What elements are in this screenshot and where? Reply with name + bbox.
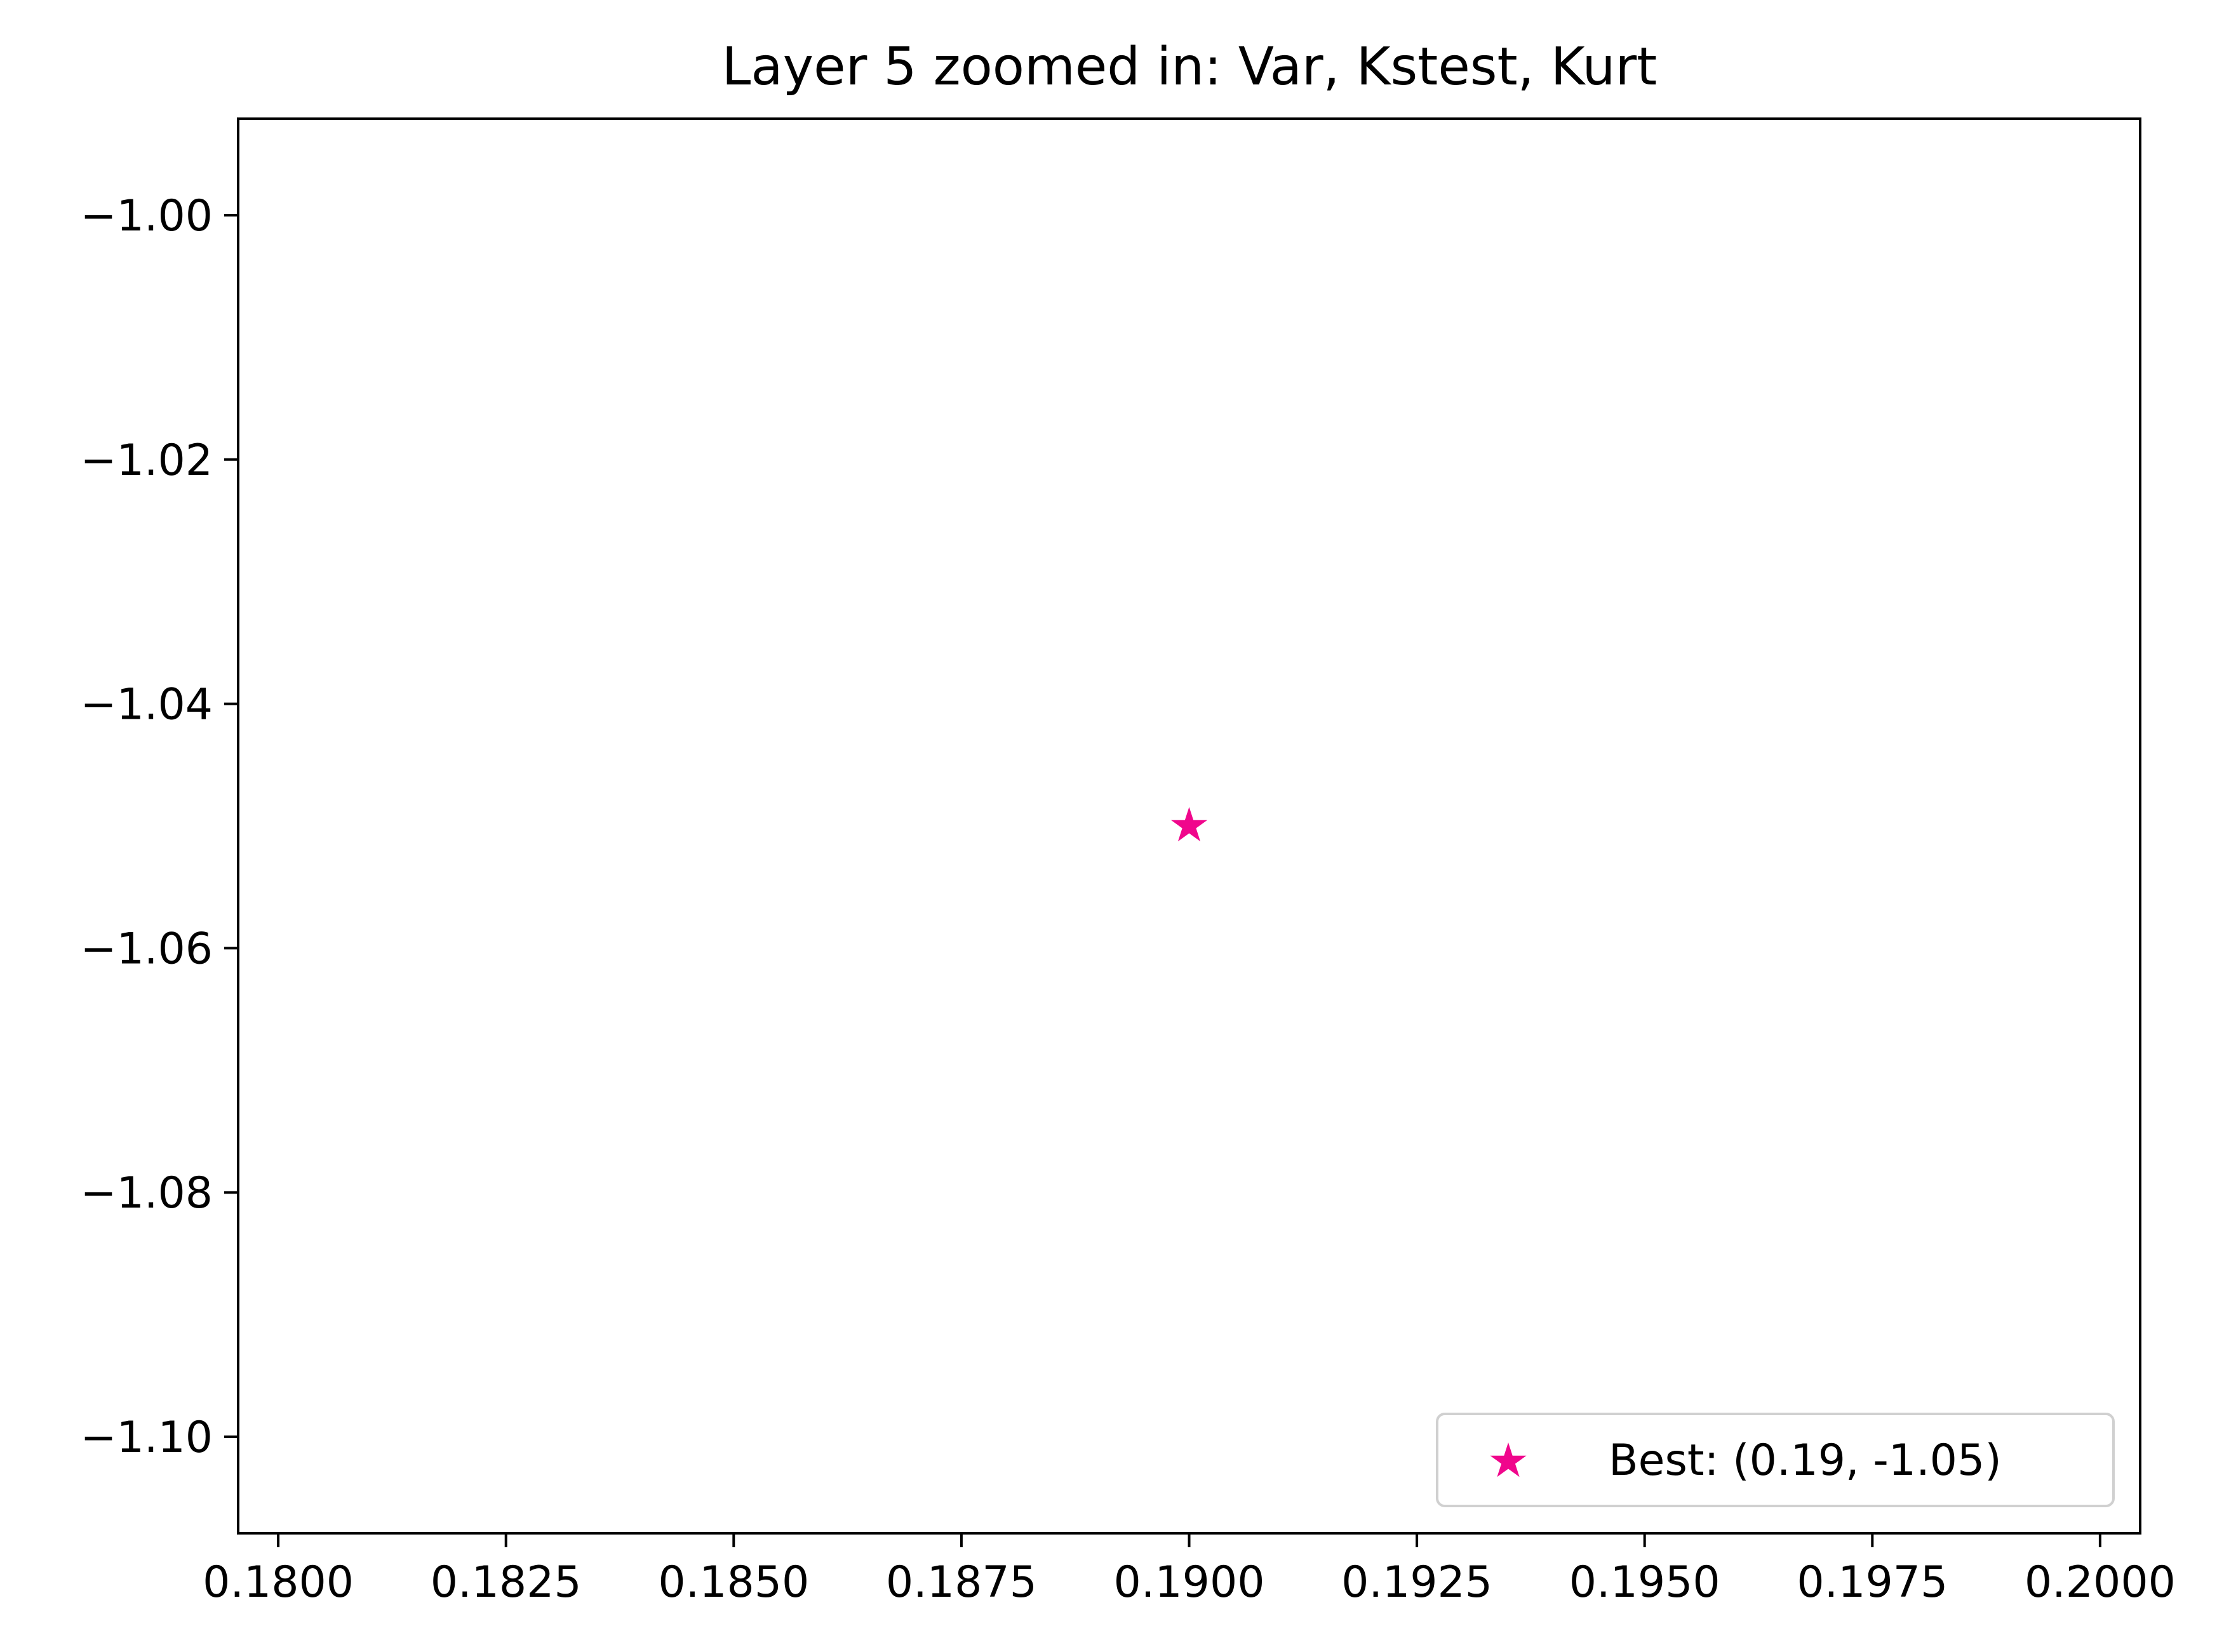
- x-tick-label: 0.1975: [1797, 1557, 1948, 1608]
- legend-star-marker: [1490, 1442, 1527, 1477]
- y-tick-label: −1.08: [81, 1168, 213, 1218]
- y-axis: −1.00 −1.02 −1.04 −1.06 −1.08 −1.10: [81, 191, 238, 1463]
- x-tick-label: 0.2000: [2025, 1557, 2176, 1608]
- x-tick-label: 0.1850: [658, 1557, 809, 1608]
- legend-label: Best: (0.19, -1.05): [1609, 1436, 2002, 1486]
- y-tick-label: −1.04: [81, 680, 213, 730]
- data-point-star: [1171, 807, 1207, 842]
- x-axis: 0.1800 0.1825 0.1850 0.1875 0.1900 0.1925 0.19…: [203, 1533, 2176, 1608]
- y-tick-label: −1.00: [81, 191, 213, 241]
- x-tick-label: 0.1900: [1114, 1557, 1265, 1608]
- y-tick-label: −1.10: [81, 1413, 213, 1463]
- x-tick-label: 0.1950: [1569, 1557, 1720, 1608]
- x-tick-label: 0.1875: [886, 1557, 1037, 1608]
- x-tick-label: 0.1800: [203, 1557, 354, 1608]
- plot-frame: [237, 117, 2141, 1535]
- legend: Best: (0.19, -1.05): [1436, 1413, 2115, 1507]
- y-tick-label: −1.02: [81, 436, 213, 486]
- x-tick-label: 0.1825: [431, 1557, 582, 1608]
- chart-title: Layer 5 zoomed in: Var, Kstest, Kurt: [722, 37, 1658, 97]
- x-tick-label: 0.1925: [1341, 1557, 1492, 1608]
- scatter-points: [1171, 807, 1207, 842]
- y-tick-label: −1.06: [81, 924, 213, 974]
- legend-box: [1436, 1413, 2115, 1507]
